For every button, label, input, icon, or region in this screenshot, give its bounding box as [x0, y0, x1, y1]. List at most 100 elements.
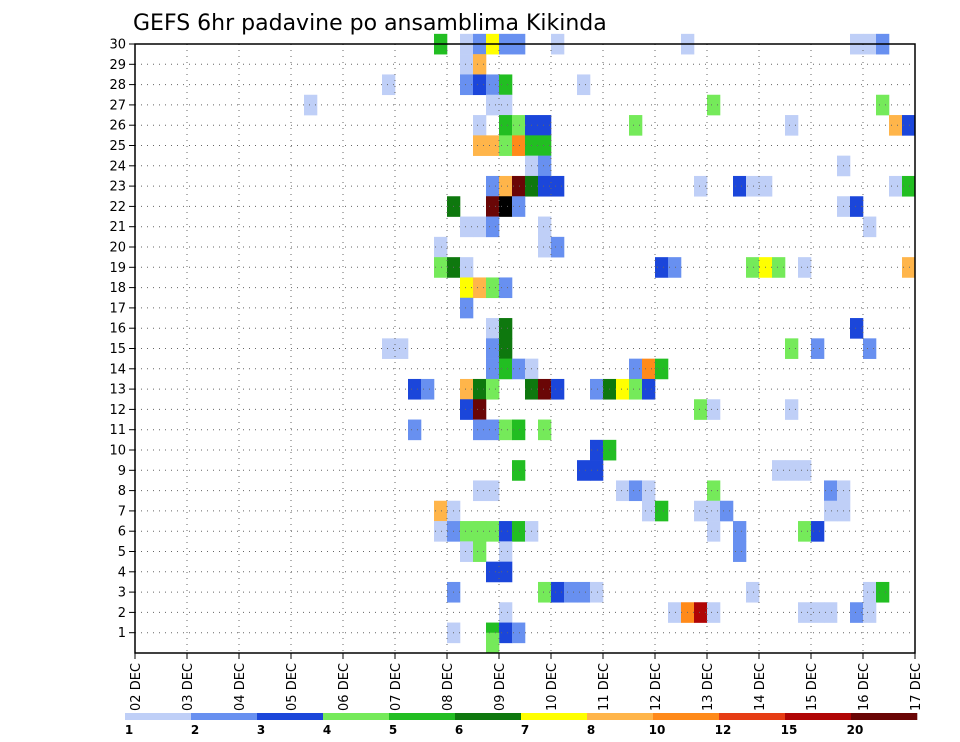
heatmap-cell	[694, 399, 708, 420]
x-tick-label: 06 DEC	[337, 663, 352, 711]
y-tick-label: 7	[118, 504, 126, 519]
heatmap-cell	[707, 94, 721, 116]
heatmap-cell	[746, 175, 760, 197]
heatmap-cell	[590, 439, 604, 461]
legend-swatch	[455, 713, 522, 720]
heatmap-cell	[395, 338, 409, 359]
heatmap-cell	[460, 277, 474, 299]
heatmap-cell	[629, 115, 643, 136]
heatmap-cell	[577, 74, 591, 96]
heatmap-cell	[798, 602, 812, 623]
heatmap-cell	[720, 500, 734, 522]
heatmap-cell	[460, 216, 474, 238]
heatmap-cell	[616, 378, 630, 400]
heatmap-cell	[824, 602, 838, 623]
heatmap-cell	[707, 480, 721, 502]
heatmap-cell	[824, 480, 838, 502]
x-tick-label: 10 DEC	[545, 663, 560, 711]
heatmap-cell	[798, 257, 812, 278]
heatmap-cell	[733, 541, 747, 562]
heatmap-cell	[512, 115, 526, 136]
x-tick-label: 14 DEC	[753, 663, 768, 711]
legend-swatch	[125, 713, 192, 720]
heatmap-cell	[863, 602, 877, 623]
legend-label: 12	[715, 723, 732, 737]
heatmap-cell	[499, 277, 513, 299]
heatmap-cell	[434, 521, 448, 542]
heatmap-cell	[551, 378, 565, 400]
heatmap-cell	[499, 196, 513, 217]
heatmap-cell	[811, 338, 825, 359]
heatmap-cell	[577, 581, 591, 603]
heatmap-cell	[798, 521, 812, 542]
y-tick-label: 30	[109, 38, 126, 53]
heatmap-cell	[863, 581, 877, 603]
y-tick-label: 29	[109, 58, 126, 73]
heatmap-cell	[486, 196, 500, 217]
heatmap-cell	[499, 561, 513, 583]
heatmap-cell	[785, 338, 799, 359]
heatmap-cell	[408, 378, 422, 400]
heatmap-cell	[473, 216, 487, 238]
heatmap-cell	[538, 175, 552, 197]
y-tick-label: 16	[109, 322, 126, 337]
heatmap-cell	[512, 175, 526, 197]
legend-swatch	[257, 713, 324, 720]
heatmap-cell	[460, 541, 474, 562]
heatmap-cell	[499, 419, 513, 441]
heatmap-cell	[733, 521, 747, 542]
heatmap-cell	[460, 74, 474, 96]
heatmap-cell	[499, 318, 513, 339]
heatmap-cell	[434, 500, 448, 522]
heatmap-cell	[512, 622, 526, 644]
y-tick-label: 22	[109, 200, 126, 215]
heatmap-cell	[499, 135, 513, 156]
heatmap-cell	[460, 54, 474, 75]
y-tick-label: 12	[109, 403, 126, 418]
x-tick-label: 13 DEC	[701, 663, 716, 711]
heatmap-cell	[499, 338, 513, 359]
heatmap-cell	[499, 358, 513, 380]
heatmap-cell	[772, 257, 786, 278]
cells-layer	[304, 33, 916, 654]
heatmap-cell	[473, 277, 487, 299]
heatmap-cell	[460, 399, 474, 420]
heatmap-cell	[642, 358, 656, 380]
heatmap-cell	[460, 257, 474, 278]
heatmap-cell	[564, 581, 578, 603]
heatmap-cell	[499, 175, 513, 197]
heatmap-cell	[850, 602, 864, 623]
heatmap-cell	[473, 419, 487, 441]
y-tick-label: 8	[118, 484, 126, 499]
heatmap-cell	[707, 399, 721, 420]
heatmap-cell	[473, 115, 487, 136]
heatmap-cell	[486, 74, 500, 96]
heatmap-cell	[577, 460, 591, 481]
heatmap-cell	[499, 541, 513, 562]
heatmap-cell	[486, 175, 500, 197]
heatmap-cell	[551, 581, 565, 603]
heatmap-cell	[499, 521, 513, 542]
legend-label: 3	[257, 723, 265, 737]
heatmap-cell	[538, 135, 552, 156]
legend-swatch	[719, 713, 786, 720]
legend-label: 4	[323, 723, 331, 737]
y-tick-label: 18	[109, 281, 126, 296]
y-tick-label: 5	[118, 545, 126, 560]
y-tick-label: 23	[109, 180, 126, 195]
legend-label: 5	[389, 723, 397, 737]
y-tick-label: 6	[118, 525, 126, 540]
legend-swatch	[587, 713, 654, 720]
heatmap-cell	[811, 521, 825, 542]
heatmap-cell	[798, 460, 812, 481]
legend-swatch	[521, 713, 588, 720]
x-tick-label: 09 DEC	[493, 663, 508, 711]
heatmap-cell	[590, 460, 604, 481]
legend-label: 2	[191, 723, 199, 737]
heatmap-cell	[486, 521, 500, 542]
heatmap-cell	[486, 632, 500, 654]
legend-swatch	[653, 713, 720, 720]
heatmap-cell	[902, 175, 916, 197]
heatmap-cell	[629, 480, 643, 502]
heatmap-cell	[902, 257, 916, 278]
